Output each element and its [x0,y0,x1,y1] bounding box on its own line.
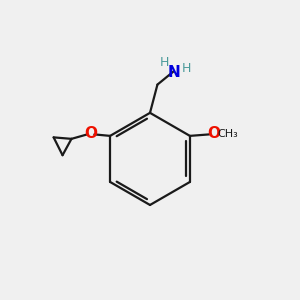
Text: H: H [160,56,169,69]
Text: O: O [207,126,220,141]
Text: O: O [84,126,97,141]
Text: N: N [167,65,180,80]
Text: CH₃: CH₃ [217,129,238,139]
Text: H: H [182,62,191,75]
